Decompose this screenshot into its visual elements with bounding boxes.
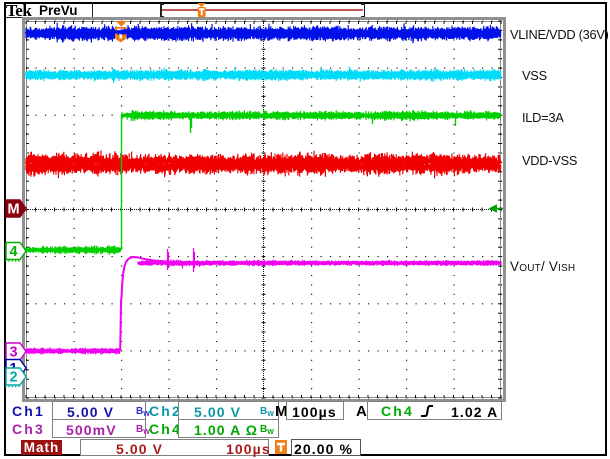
svg-text:3: 3 [9, 345, 17, 361]
svg-text:4: 4 [9, 244, 17, 260]
svg-text:2: 2 [9, 370, 17, 386]
svg-text:M: M [7, 202, 19, 218]
